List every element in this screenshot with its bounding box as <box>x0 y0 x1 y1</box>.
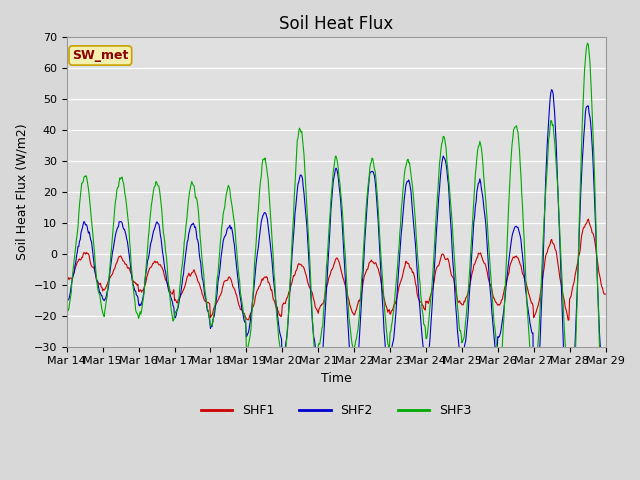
Line: SHF3: SHF3 <box>67 43 605 455</box>
SHF2 <box>204 308 212 314</box>
SHF1 <box>433 264 441 269</box>
SHF3 <box>380 297 388 303</box>
X-axis label: Time: Time <box>321 372 351 385</box>
SHF1 <box>380 295 388 301</box>
SHF1 <box>584 216 592 222</box>
SHF1 <box>552 248 560 254</box>
SHF1 <box>181 283 189 288</box>
SHF1 <box>204 300 212 305</box>
Legend: SHF1, SHF2, SHF3: SHF1, SHF2, SHF3 <box>196 399 477 422</box>
SHF2 <box>63 295 70 301</box>
Text: SW_met: SW_met <box>72 49 129 62</box>
SHF3 <box>552 160 560 166</box>
SHF2 <box>554 180 561 185</box>
Title: Soil Heat Flux: Soil Heat Flux <box>279 15 394 33</box>
SHF2 <box>548 87 556 93</box>
SHF3 <box>63 307 70 312</box>
Y-axis label: Soil Heat Flux (W/m2): Soil Heat Flux (W/m2) <box>15 124 28 260</box>
SHF2 <box>530 444 538 450</box>
Line: SHF1: SHF1 <box>67 219 605 320</box>
SHF1 <box>602 291 609 297</box>
SHF2 <box>602 405 609 411</box>
SHF3 <box>566 452 573 457</box>
SHF3 <box>602 446 609 452</box>
Line: SHF2: SHF2 <box>67 90 605 447</box>
SHF3 <box>584 40 591 46</box>
SHF3 <box>328 188 335 194</box>
SHF2 <box>181 257 189 263</box>
SHF1 <box>328 266 335 272</box>
SHF3 <box>181 234 189 240</box>
SHF2 <box>328 197 335 203</box>
SHF1 <box>564 317 572 323</box>
SHF2 <box>380 328 388 334</box>
SHF2 <box>433 218 441 224</box>
SHF3 <box>204 308 212 313</box>
SHF1 <box>63 279 70 285</box>
SHF3 <box>433 198 441 204</box>
